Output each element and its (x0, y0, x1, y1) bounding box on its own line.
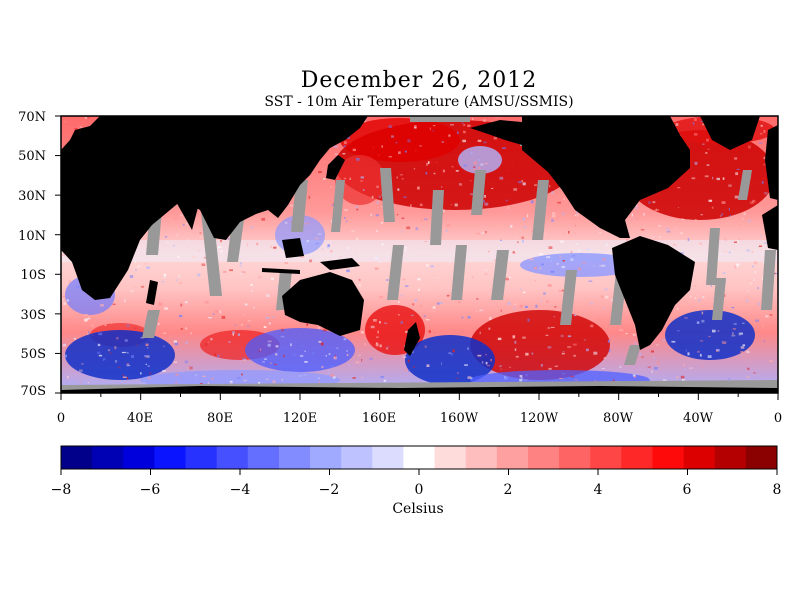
lat-label-30n: 30N (18, 189, 46, 204)
map-subtitle: SST - 10m Air Temperature (AMSU/SSMIS) (264, 94, 574, 110)
lon-label-80e: 80E (206, 411, 234, 426)
colorbar-label-neg8: −8 (50, 482, 72, 498)
lon-label-160e: 160E (361, 411, 397, 426)
colorbar-label-6: 6 (682, 482, 692, 498)
map-field (61, 116, 778, 393)
lat-label-10n: 10N (18, 229, 46, 244)
lon-label-0-west: 0 (56, 411, 66, 426)
lon-label-80w: 80W (603, 411, 633, 426)
lon-label-120e: 120E (282, 411, 318, 426)
land-masses (61, 116, 778, 393)
lon-label-40w: 40W (683, 411, 713, 426)
colorbar-label-2: 2 (503, 482, 513, 498)
lat-label-50s: 50S (20, 347, 46, 362)
lon-label-40e: 40E (126, 411, 154, 426)
colorbar-label-8: 8 (772, 482, 782, 498)
lon-label-0-east: 0 (773, 411, 783, 426)
lon-label-120w: 120W (519, 411, 559, 426)
colorbar-label-neg4: −4 (229, 482, 251, 498)
lat-label-70n: 70N (18, 110, 46, 125)
axis-ticks (55, 115, 779, 400)
lon-label-160w: 160W (439, 411, 479, 426)
lat-label-30s: 30S (20, 308, 46, 323)
colorbar-label-0: 0 (414, 482, 424, 498)
colorbar-unit: Celsius (392, 501, 444, 517)
map-title: December 26, 2012 (300, 68, 538, 93)
lat-label-10s: 10S (20, 268, 46, 283)
colorbar-label-neg6: −6 (139, 482, 161, 498)
lat-label-50n: 50N (18, 149, 46, 164)
colorbar-label-neg2: −2 (318, 482, 340, 498)
colorbar-label-4: 4 (593, 482, 603, 498)
lat-label-70s: 70S (20, 384, 46, 399)
